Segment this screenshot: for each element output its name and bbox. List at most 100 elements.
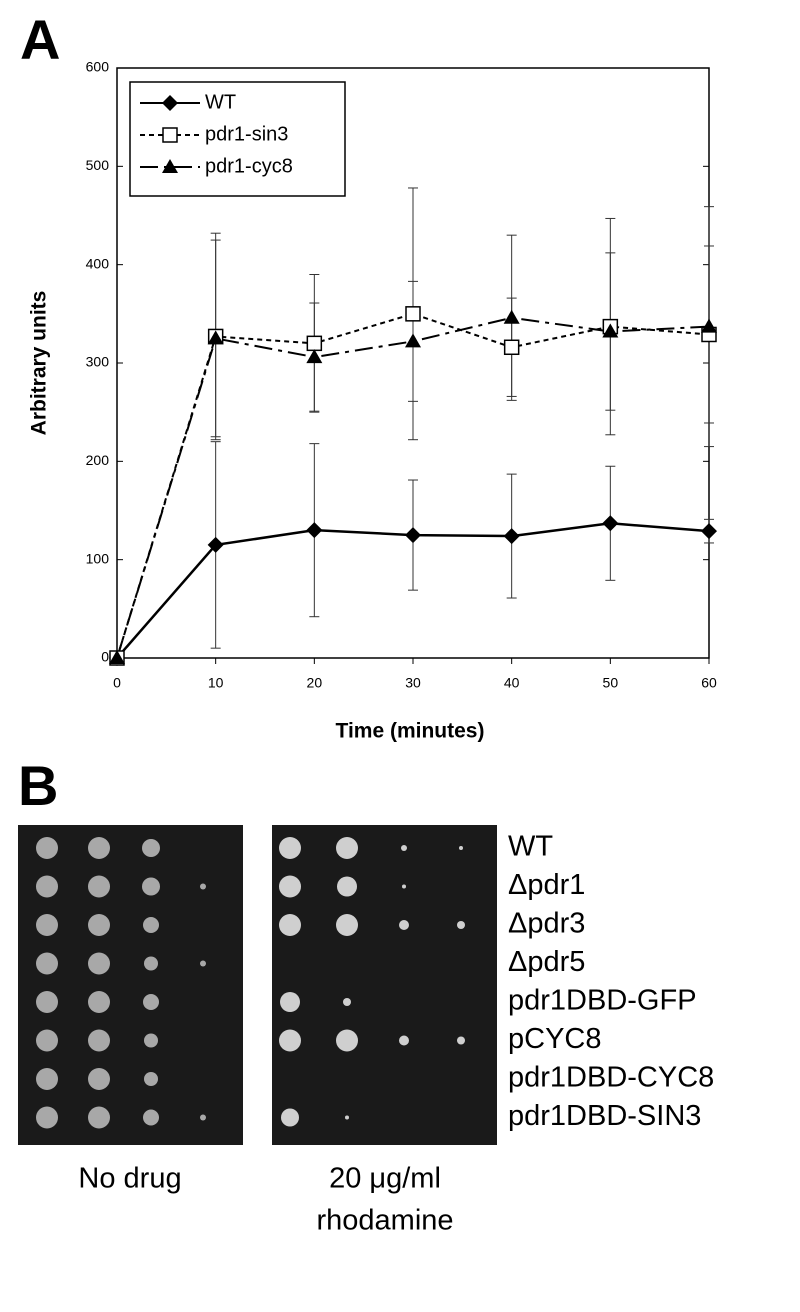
x-tick-label: 20	[307, 675, 323, 691]
strain-label: Δpdr3	[508, 908, 585, 940]
y-tick-label: 100	[86, 550, 110, 566]
colony	[200, 960, 206, 967]
marker	[162, 95, 178, 111]
marker	[306, 335, 323, 352]
panel-label: A	[20, 8, 60, 71]
condition-label: No drug	[78, 1163, 181, 1195]
colony	[36, 991, 58, 1013]
y-tick-label: 500	[86, 157, 110, 173]
marker	[503, 309, 520, 324]
colony	[401, 845, 407, 851]
colony	[36, 875, 58, 898]
colony	[36, 914, 58, 936]
colony	[336, 837, 358, 859]
colony	[279, 914, 301, 936]
strain-label: pdr1DBD-GFP	[508, 985, 697, 1017]
colony	[345, 1115, 349, 1120]
x-tick-label: 40	[504, 675, 520, 691]
colony	[279, 837, 301, 859]
marker	[207, 536, 224, 553]
plate-image	[18, 825, 243, 1145]
marker	[503, 528, 520, 545]
strain-label: pCYC8	[508, 1023, 602, 1055]
colony	[399, 920, 409, 930]
x-tick-label: 60	[701, 675, 717, 691]
colony	[200, 883, 206, 890]
legend-label: pdr1-cyc8	[205, 155, 293, 177]
marker	[503, 339, 520, 356]
colony-spots	[36, 837, 465, 1129]
marker	[162, 127, 178, 143]
marker	[306, 522, 323, 539]
panel-label: B	[18, 754, 58, 817]
colony	[88, 1029, 110, 1052]
strain-label: pdr1DBD-SIN3	[508, 1100, 701, 1132]
colony	[402, 884, 406, 889]
x-tick-label: 10	[208, 675, 224, 691]
strain-label: Δpdr5	[508, 946, 585, 978]
y-tick-label: 200	[86, 452, 110, 468]
colony	[336, 914, 358, 936]
marker	[207, 330, 224, 345]
colony	[144, 1072, 158, 1086]
colony	[36, 1029, 58, 1052]
y-tick-label: 400	[86, 255, 110, 271]
colony	[281, 1108, 299, 1127]
marker	[162, 159, 178, 173]
marker	[701, 523, 717, 540]
colony	[36, 952, 58, 975]
legend-label: pdr1-sin3	[205, 123, 288, 145]
x-tick-label: 30	[405, 675, 421, 691]
colony	[142, 877, 160, 896]
x-axis-label: Time (minutes)	[336, 720, 485, 743]
colony	[143, 917, 159, 933]
colony	[88, 991, 110, 1013]
marker	[306, 349, 323, 364]
marker	[405, 333, 421, 348]
y-axis-label: Arbitrary units	[28, 291, 51, 436]
colony	[459, 846, 463, 850]
colony	[36, 1068, 58, 1090]
colony	[88, 952, 110, 975]
marker	[602, 323, 619, 338]
y-tick-label: 600	[86, 59, 110, 75]
marker	[109, 650, 125, 664]
marker	[405, 527, 421, 544]
colony	[88, 914, 110, 936]
colony	[36, 837, 58, 859]
colony	[343, 998, 351, 1006]
colony	[144, 956, 158, 971]
colony	[144, 1033, 158, 1048]
colony	[457, 1036, 465, 1045]
colony	[143, 1109, 159, 1126]
marker	[701, 318, 717, 333]
colony	[279, 1029, 301, 1052]
strain-label: WT	[508, 831, 553, 863]
marker	[602, 515, 619, 532]
strain-label: pdr1DBD-CYC8	[508, 1062, 714, 1094]
colony	[36, 1106, 58, 1129]
colony	[143, 994, 159, 1010]
colony	[88, 1106, 110, 1129]
marker	[405, 306, 421, 322]
x-tick-label: 0	[113, 675, 121, 691]
colony	[279, 875, 301, 898]
colony	[337, 876, 357, 897]
colony	[88, 875, 110, 898]
strain-label: Δpdr1	[508, 869, 585, 901]
colony	[88, 1068, 110, 1090]
legend-label: WT	[205, 91, 236, 113]
colony	[336, 1029, 358, 1052]
y-tick-label: 0	[101, 649, 109, 665]
colony	[399, 1035, 409, 1046]
condition-label: 20 μg/ml	[329, 1163, 441, 1195]
y-tick-label: 300	[86, 354, 110, 370]
colony	[457, 921, 465, 929]
condition-label: rhodamine	[316, 1205, 453, 1237]
colony	[88, 837, 110, 859]
x-tick-label: 50	[603, 675, 619, 691]
colony	[142, 839, 160, 857]
colony	[280, 992, 300, 1012]
plate-image	[272, 825, 497, 1145]
